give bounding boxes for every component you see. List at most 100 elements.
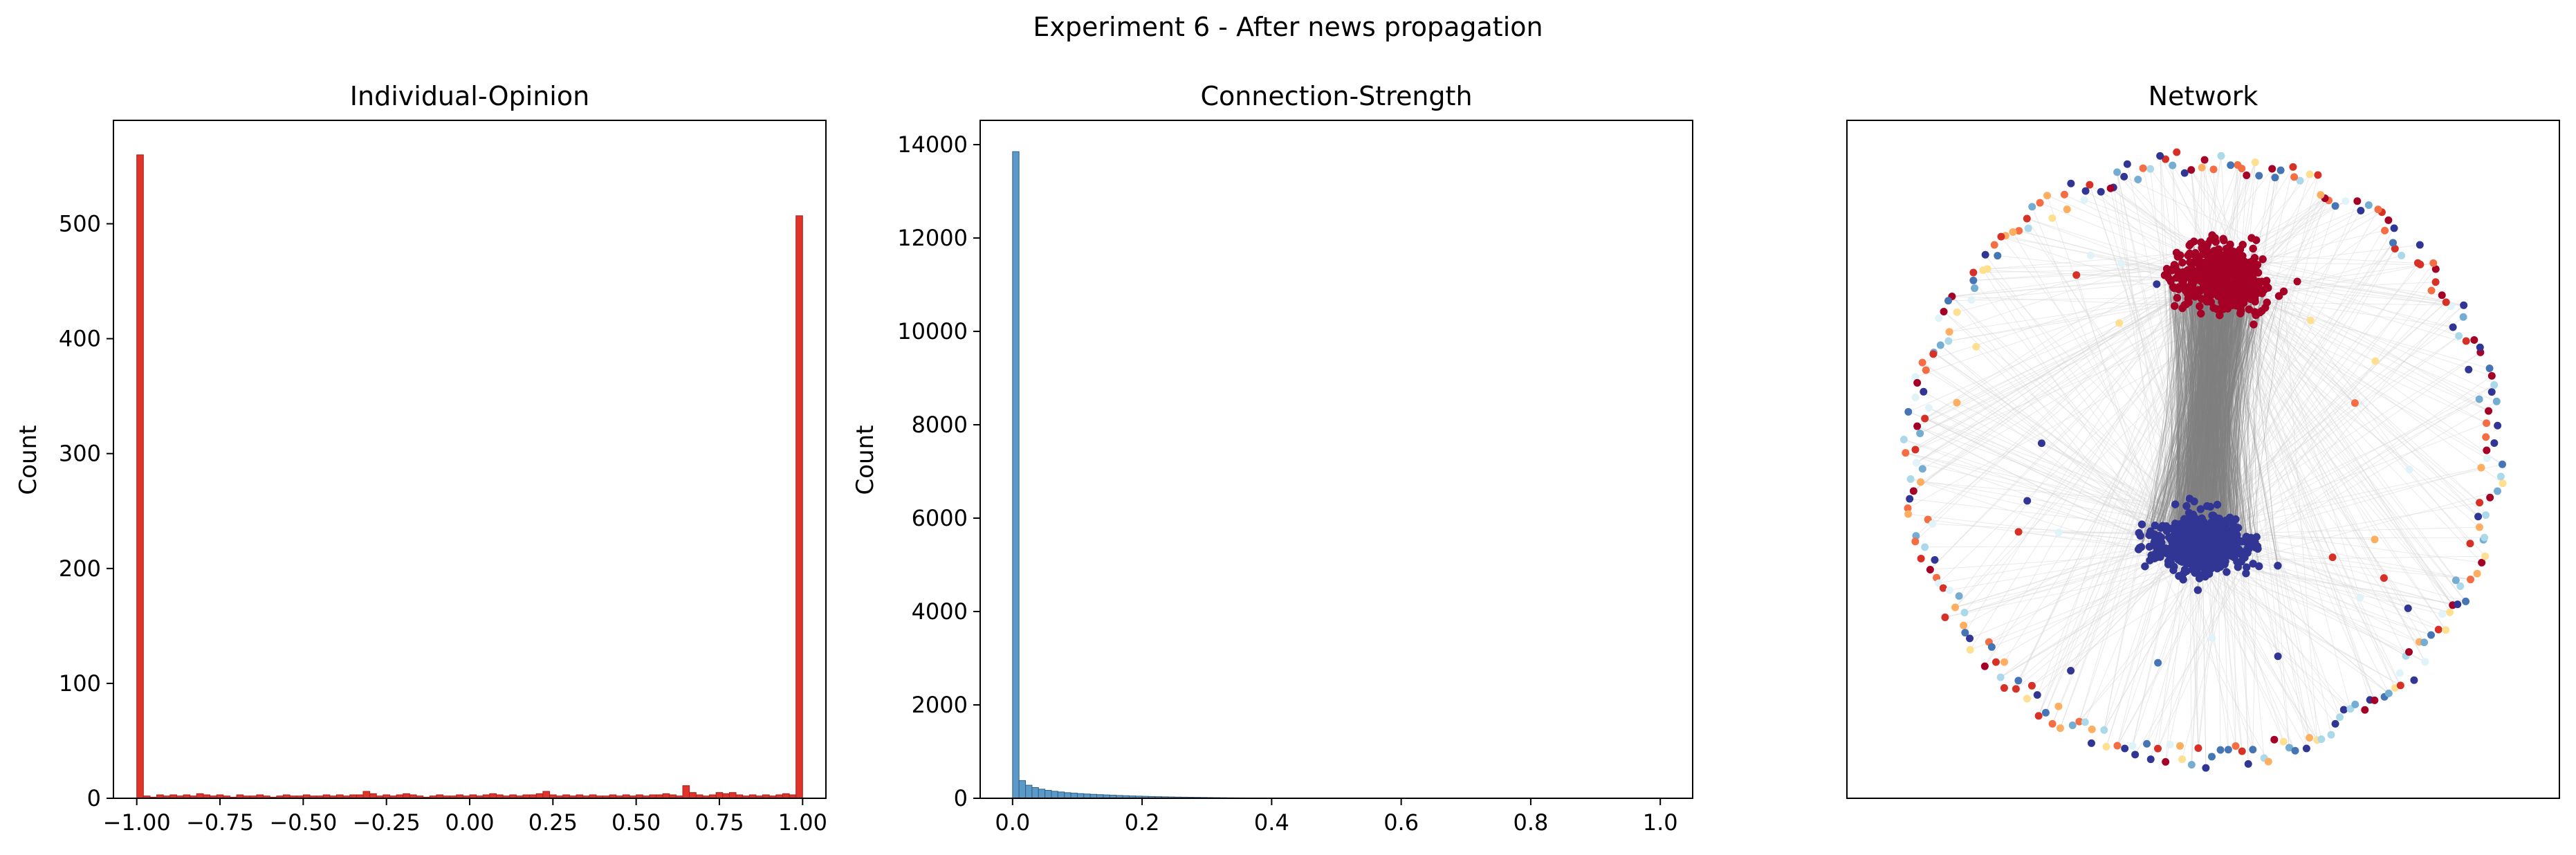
network-node xyxy=(2193,531,2202,540)
network-edge xyxy=(2180,304,2187,551)
network-node xyxy=(2189,565,2197,574)
network-node xyxy=(2438,291,2446,300)
network-edge xyxy=(2187,270,2250,549)
network-edge xyxy=(2154,286,2251,526)
network-edge xyxy=(2187,282,2205,550)
network-node xyxy=(1987,643,1996,651)
network-edge xyxy=(2161,312,2261,554)
network-edge xyxy=(2191,288,2205,553)
network-node xyxy=(2225,279,2234,288)
network-node xyxy=(2427,631,2436,639)
network-node xyxy=(2202,275,2211,284)
network-edge xyxy=(2204,269,2225,561)
network-edge xyxy=(2218,295,2375,701)
network-edge xyxy=(2241,309,2250,562)
network-edge xyxy=(2169,259,2213,549)
network-node xyxy=(2442,626,2450,634)
opinion-bar xyxy=(689,792,697,799)
network-node xyxy=(2482,433,2490,441)
network-edge xyxy=(2169,288,2207,537)
strength-histogram-ylabel: Count xyxy=(852,425,879,495)
network-edge xyxy=(2038,275,2214,717)
network-edge xyxy=(2199,306,2226,540)
network-node xyxy=(2250,308,2259,316)
network-edge xyxy=(2218,278,2241,542)
strength-bar xyxy=(1025,784,1033,799)
network-edge xyxy=(2221,302,2487,459)
network-node xyxy=(2462,597,2470,605)
network-edge xyxy=(2211,261,2220,523)
network-node xyxy=(2351,700,2359,708)
network-edge xyxy=(2182,308,2202,539)
network-edge xyxy=(1920,287,2237,434)
network-node xyxy=(2236,309,2245,318)
network-edge xyxy=(2184,276,2251,551)
network-node xyxy=(2209,304,2218,312)
network-edge xyxy=(2198,267,2207,528)
network-node xyxy=(2197,309,2205,318)
network-edge xyxy=(2196,274,2210,547)
network-edge xyxy=(2223,276,2226,559)
network-edge xyxy=(2194,293,2231,555)
network-edge xyxy=(2227,313,2241,537)
network-node xyxy=(2087,251,2095,259)
network-node xyxy=(1921,414,1929,423)
network-node xyxy=(2474,513,2483,521)
network-edge xyxy=(2226,532,2471,580)
network-node xyxy=(2143,739,2151,748)
network-edge xyxy=(2150,303,2234,532)
network-edge xyxy=(2241,299,2256,554)
network-node xyxy=(2014,528,2023,536)
network-edge xyxy=(2190,293,2216,526)
network-node xyxy=(2222,516,2230,525)
network-edge xyxy=(2208,291,2227,526)
strength-xtick-label: 0.0 xyxy=(995,809,1030,836)
network-node xyxy=(2356,594,2364,602)
network-edge xyxy=(2220,273,2375,701)
network-node xyxy=(2478,558,2486,567)
network-edge xyxy=(1926,369,2181,528)
network-edge xyxy=(2217,385,2495,567)
network-edge xyxy=(2206,290,2230,544)
network-edge xyxy=(2190,282,2229,535)
network-edge xyxy=(2192,279,2248,553)
network-edge xyxy=(2207,272,2224,548)
network-edge xyxy=(2187,290,2193,534)
network-edge xyxy=(2213,293,2228,542)
network-edge xyxy=(2169,278,2211,507)
network-edge xyxy=(2174,284,2222,546)
network-edge xyxy=(2211,280,2220,544)
network-node xyxy=(1941,613,1949,621)
network-node xyxy=(2289,163,2297,171)
network-edge xyxy=(2167,273,2216,535)
network-edge xyxy=(2113,187,2179,537)
network-edge xyxy=(2258,194,2321,273)
network-edge xyxy=(2059,291,2223,728)
network-node xyxy=(2238,287,2247,296)
network-node xyxy=(2249,244,2257,253)
network-edge xyxy=(2218,284,2258,546)
network-node xyxy=(1990,241,1998,249)
network-edge xyxy=(2207,276,2238,506)
network-node xyxy=(2328,553,2337,562)
network-edge xyxy=(2182,279,2227,531)
network-node xyxy=(2274,562,2282,570)
network-node xyxy=(1940,307,1948,315)
network-edge xyxy=(2175,288,2204,505)
network-node xyxy=(2270,735,2279,744)
network-node xyxy=(2067,179,2075,187)
network-edge xyxy=(2218,267,2232,551)
network-node xyxy=(2102,742,2110,751)
network-edge xyxy=(2200,290,2218,531)
network-node xyxy=(2490,381,2499,389)
network-edge xyxy=(2210,279,2215,533)
network-edge xyxy=(2172,266,2239,550)
network-node xyxy=(1945,586,1953,594)
network-edge xyxy=(2254,180,2301,259)
network-node xyxy=(2213,500,2222,509)
network-node xyxy=(2207,753,2216,761)
network-edge xyxy=(2207,270,2234,543)
network-node xyxy=(1971,284,1979,293)
network-edge xyxy=(1965,249,2207,633)
network-edge xyxy=(2227,281,2503,484)
